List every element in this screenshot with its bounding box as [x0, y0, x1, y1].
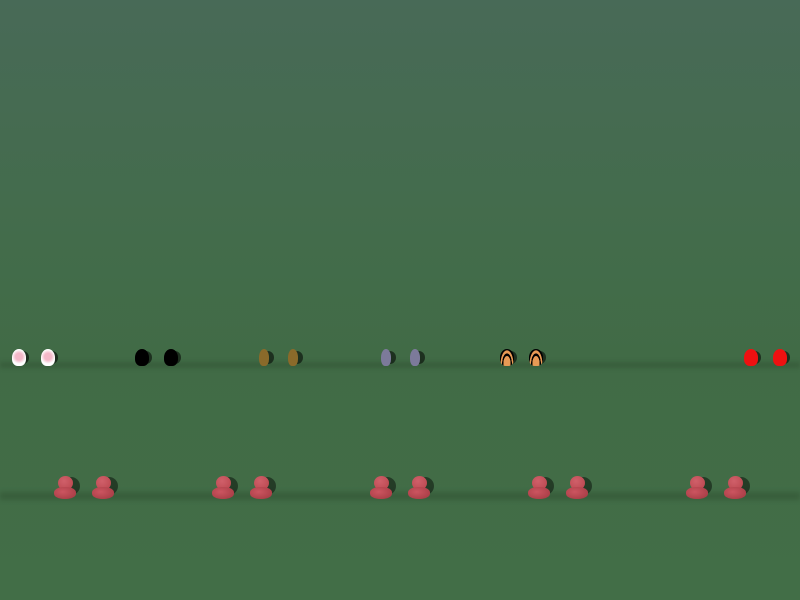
- pink-white-figure: [12, 349, 26, 366]
- red-pawn-figure: [686, 476, 708, 500]
- ground-strip-front: [0, 492, 800, 500]
- ground-strip-back: [0, 362, 800, 368]
- gray-purple-figure: [381, 349, 391, 366]
- red-pawn-figure: [54, 476, 76, 500]
- orange-black-figure: [529, 349, 543, 366]
- red-pawn-figure: [370, 476, 392, 500]
- pink-white-figure: [41, 349, 55, 366]
- red-figure: [744, 349, 758, 366]
- orange-black-figure: [500, 349, 514, 366]
- red-pawn-figure: [250, 476, 272, 500]
- red-figure: [773, 349, 787, 366]
- red-pawn-figure: [724, 476, 746, 500]
- brown-figure: [288, 349, 298, 366]
- red-pawn-figure: [566, 476, 588, 500]
- red-pawn-figure: [408, 476, 430, 500]
- brown-figure: [259, 349, 269, 366]
- gray-purple-figure: [410, 349, 420, 366]
- black-figure: [164, 349, 178, 366]
- red-pawn-figure: [528, 476, 550, 500]
- black-figure: [135, 349, 149, 366]
- red-pawn-figure: [92, 476, 114, 500]
- red-pawn-figure: [212, 476, 234, 500]
